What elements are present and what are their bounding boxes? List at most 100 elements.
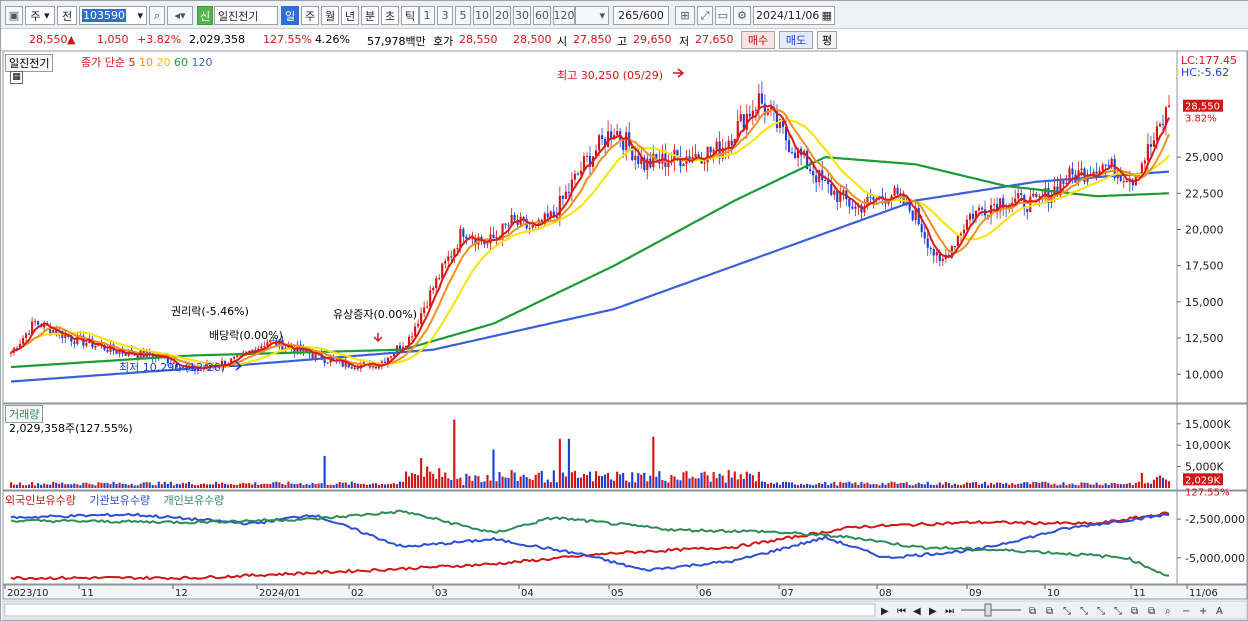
volume-bar	[531, 479, 534, 488]
candle-body	[739, 114, 742, 122]
volume-bar	[257, 484, 260, 488]
volume-bar	[947, 482, 950, 488]
volume-bar	[214, 481, 218, 488]
volume-bar	[15, 484, 19, 488]
candle-body	[917, 207, 920, 225]
candle-body	[175, 362, 178, 368]
candle-body	[625, 132, 628, 150]
dividend-annotation: 배당락(0.00%)	[209, 329, 283, 342]
date-field[interactable]: 2024/11/06 ▦	[753, 6, 835, 25]
volume-bar	[154, 485, 157, 488]
volume-bar	[1113, 483, 1116, 488]
volume-bar	[902, 483, 905, 488]
sell-button[interactable]: 매도	[779, 31, 813, 49]
candle-body	[968, 213, 972, 220]
interval-tab-3[interactable]: 3	[437, 6, 453, 25]
volume-bar	[278, 482, 281, 488]
chevron-down-icon[interactable]: ▾	[137, 9, 143, 22]
candle-body	[272, 339, 275, 341]
volume-bar	[938, 482, 941, 488]
interval-tab-60[interactable]: 60	[533, 6, 551, 25]
tool-icon: ⧉	[1148, 606, 1155, 617]
volume-bar	[751, 475, 754, 488]
kind-button[interactable]: 전	[57, 6, 77, 25]
chevron-down-icon: ▾	[599, 9, 605, 22]
x-tick-label: 02	[351, 588, 364, 599]
volume-bar	[766, 484, 769, 488]
candle-body	[582, 156, 586, 171]
volume-bar	[996, 482, 999, 488]
interval-tab-20[interactable]: 20	[493, 6, 511, 25]
interval-tab-120[interactable]: 120	[553, 6, 575, 25]
period-tab-0[interactable]: 일	[281, 6, 299, 25]
bar-count-max: /600	[639, 9, 664, 22]
interval-tab-5[interactable]: 5	[455, 6, 471, 25]
chart-area[interactable]: 25,000 22,500 20,000 17,500 15,000 12,500 10,0…	[1, 50, 1248, 621]
volume-bar	[160, 484, 163, 488]
volume-bar	[82, 482, 85, 488]
chart-type-icon[interactable]: ⊞	[675, 6, 695, 25]
volume-bar	[314, 484, 317, 488]
interval-tab-30[interactable]: 30	[513, 6, 531, 25]
candle-body	[293, 348, 296, 353]
candle-body	[513, 215, 516, 221]
search-icon[interactable]: ⌕	[149, 6, 165, 25]
interval-tab-1[interactable]: 1	[419, 6, 435, 25]
volume-bar	[407, 476, 411, 488]
candle-body	[1002, 198, 1005, 209]
interval-dropdown[interactable]: ▾	[575, 6, 609, 25]
speaker-icon[interactable]: ◂▾	[167, 6, 193, 25]
ma-legend: 종가 단순 5 10 20 60 120	[81, 54, 212, 70]
code-input[interactable]: 103590 ▾	[79, 6, 147, 25]
buy-button[interactable]: 매수	[741, 31, 775, 49]
period-tab-5[interactable]: 초	[381, 6, 399, 25]
eval-button[interactable]: 평	[817, 31, 837, 49]
candle-body	[1122, 180, 1125, 182]
volume-pane-title[interactable]: 거래량	[5, 405, 44, 423]
volume-bar	[236, 484, 239, 488]
volume-bar	[21, 485, 25, 488]
calendar-icon[interactable]: ▦	[821, 9, 832, 22]
capital-arrow-icon	[373, 333, 383, 343]
draw-tool-icon[interactable]: ⤢	[697, 6, 713, 25]
candle-body	[697, 154, 700, 158]
volume-bar	[133, 485, 136, 488]
volume-bar	[1053, 483, 1056, 488]
candle-body	[124, 353, 127, 356]
interval-tab-10[interactable]: 10	[473, 6, 491, 25]
period-tab-1[interactable]: 주	[301, 6, 319, 25]
volume-bar	[91, 484, 94, 488]
candle-body	[863, 206, 866, 213]
grid-table-icon[interactable]: ▦	[10, 71, 23, 84]
legend-label: 종가 단순	[81, 56, 125, 69]
layout-icon[interactable]: ▣	[5, 6, 23, 25]
market-select[interactable]: 주 ▾	[25, 6, 55, 25]
bar-count-field[interactable]: 265/600	[613, 6, 669, 25]
volume-bar	[380, 483, 383, 488]
candle-body	[85, 343, 88, 346]
save-icon[interactable]: ▭	[715, 6, 731, 25]
volume-bar	[1161, 477, 1165, 488]
volume-bar	[296, 484, 299, 488]
candle-body	[727, 140, 730, 149]
bid-price: 28,500	[513, 33, 552, 46]
candle-body	[429, 290, 432, 307]
legend-indiv: 개인보유수량	[163, 494, 225, 507]
period-tab-3[interactable]: 년	[341, 6, 359, 25]
candle-body	[1137, 175, 1140, 177]
period-tab-2[interactable]: 월	[321, 6, 339, 25]
volume-bar	[1029, 484, 1032, 488]
candle-body	[959, 233, 962, 236]
period-tab-6[interactable]: 틱	[401, 6, 419, 25]
stock-name-field[interactable]: 일진전기	[214, 6, 278, 25]
period-tab-4[interactable]: 분	[361, 6, 379, 25]
price-pane-title[interactable]: 일진전기	[5, 54, 54, 72]
volume-bar	[845, 482, 848, 488]
low-price: 27,650	[695, 33, 734, 46]
candle-body	[769, 107, 773, 110]
gear-icon[interactable]: ⚙	[733, 6, 751, 25]
volume-bar	[860, 481, 863, 488]
volume-bar	[163, 481, 166, 488]
volume-bar	[588, 471, 592, 488]
volume-bar	[1122, 484, 1125, 488]
